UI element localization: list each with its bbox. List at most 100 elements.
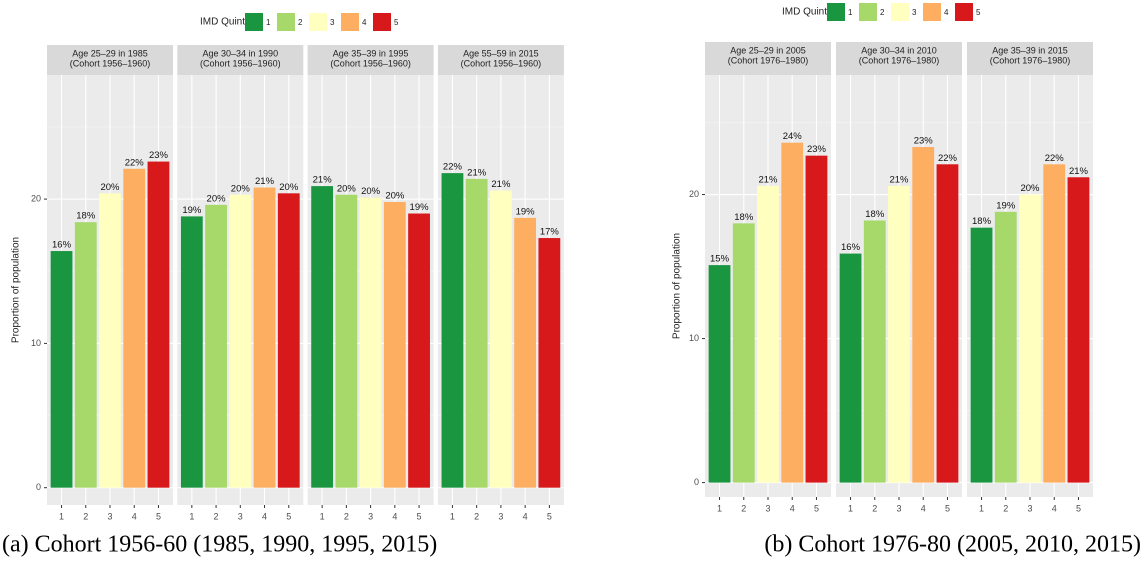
facet-title: Age 25–29 in 1985 xyxy=(72,48,148,58)
legend-label: 1 xyxy=(848,8,853,17)
bar xyxy=(888,185,910,483)
x-tick-label: 3 xyxy=(368,511,373,521)
facet-title: Age 35–39 in 1995 xyxy=(333,48,409,58)
bar xyxy=(229,194,252,488)
bar xyxy=(489,190,512,488)
facet-title: (Cohort 1956–1960) xyxy=(461,58,542,68)
x-tick-label: 2 xyxy=(214,511,219,521)
legend-label: 3 xyxy=(912,8,917,17)
bar xyxy=(757,185,779,483)
legend-swatch xyxy=(341,13,359,31)
value-label: 19% xyxy=(516,206,536,217)
strip xyxy=(47,45,173,75)
facet-title: (Cohort 1976–1980) xyxy=(859,55,940,65)
value-label: 15% xyxy=(710,254,730,265)
bar xyxy=(311,186,334,488)
value-label: 19% xyxy=(410,202,430,213)
x-tick-label: 5 xyxy=(945,503,950,513)
value-label: 20% xyxy=(279,182,299,193)
x-tick-label: 2 xyxy=(83,511,88,521)
legend-swatch xyxy=(827,3,845,21)
x-tick-label: 4 xyxy=(1052,503,1057,513)
value-label: 23% xyxy=(149,150,169,161)
x-tick-label: 4 xyxy=(132,511,137,521)
x-tick-label: 2 xyxy=(1003,503,1008,513)
x-tick-label: 5 xyxy=(417,511,422,521)
value-label: 22% xyxy=(1045,153,1065,164)
value-label: 20% xyxy=(1020,183,1040,194)
facet-title: (Cohort 1976–1980) xyxy=(990,55,1071,65)
x-tick-label: 5 xyxy=(286,511,291,521)
y-tick-label: 0 xyxy=(36,482,41,492)
value-label: 22% xyxy=(443,162,463,173)
bar xyxy=(147,161,170,488)
x-tick-label: 1 xyxy=(320,511,325,521)
legend-label: 5 xyxy=(976,8,981,17)
bar xyxy=(863,220,886,483)
y-tick-label: 20 xyxy=(31,193,41,203)
caption: (b) Cohort 1976-80 (2005, 2010, 2015) xyxy=(764,532,1141,558)
bar xyxy=(538,238,561,488)
legend-label: 4 xyxy=(944,8,949,17)
bar xyxy=(99,193,121,488)
bar xyxy=(912,147,935,483)
x-tick-label: 1 xyxy=(848,503,853,513)
value-label: 21% xyxy=(255,176,275,187)
x-tick-label: 1 xyxy=(717,503,722,513)
bar xyxy=(465,178,488,488)
value-label: 16% xyxy=(841,242,861,253)
bar xyxy=(123,168,146,488)
y-tick-label: 0 xyxy=(694,477,699,487)
value-label: 18% xyxy=(865,209,885,220)
x-tick-label: 5 xyxy=(1076,503,1081,513)
facet-title: (Cohort 1976–1980) xyxy=(728,55,809,65)
facet-title: (Cohort 1956–1960) xyxy=(70,58,151,68)
strip xyxy=(967,42,1093,75)
x-tick-label: 3 xyxy=(498,511,503,521)
legend-title: IMD Quintiles xyxy=(782,7,842,18)
y-axis-label: Proportion of population xyxy=(11,237,22,343)
legend-swatch xyxy=(277,13,295,31)
legend-label: 1 xyxy=(266,18,271,27)
value-label: 17% xyxy=(540,227,560,238)
bar xyxy=(205,204,227,488)
legend-swatch xyxy=(955,3,973,21)
legend-swatch xyxy=(309,13,327,31)
y-tick-label: 10 xyxy=(689,333,699,343)
bar xyxy=(970,227,993,483)
bar xyxy=(805,155,828,483)
value-label: 20% xyxy=(207,193,227,204)
facet-title: Age 30–34 in 1990 xyxy=(203,48,279,58)
value-label: 18% xyxy=(76,211,96,222)
value-label: 21% xyxy=(491,179,511,190)
bar xyxy=(994,211,1017,483)
x-tick-label: 3 xyxy=(896,503,901,513)
facet-title: (Cohort 1956–1960) xyxy=(200,58,281,68)
value-label: 18% xyxy=(972,216,992,227)
y-tick-label: 20 xyxy=(689,189,699,199)
value-label: 20% xyxy=(231,183,251,194)
value-label: 19% xyxy=(996,200,1016,211)
bar xyxy=(253,187,276,488)
value-label: 23% xyxy=(914,136,934,147)
value-label: 18% xyxy=(734,212,754,223)
value-label: 19% xyxy=(182,205,202,216)
bar xyxy=(441,173,464,488)
bar xyxy=(514,217,537,488)
legend-label: 2 xyxy=(298,18,303,27)
value-label: 16% xyxy=(52,240,72,251)
x-tick-label: 5 xyxy=(156,511,161,521)
bar xyxy=(383,201,406,488)
value-label: 21% xyxy=(758,174,778,185)
legend-swatch xyxy=(891,3,909,21)
x-tick-label: 5 xyxy=(547,511,552,521)
value-label: 21% xyxy=(313,175,333,186)
bar xyxy=(781,142,804,483)
bar xyxy=(277,193,300,488)
value-label: 20% xyxy=(361,186,381,197)
x-tick-label: 1 xyxy=(189,511,194,521)
strip xyxy=(307,45,434,75)
facet-title: Age 35–39 in 2015 xyxy=(992,45,1068,55)
value-label: 21% xyxy=(1069,166,1089,177)
